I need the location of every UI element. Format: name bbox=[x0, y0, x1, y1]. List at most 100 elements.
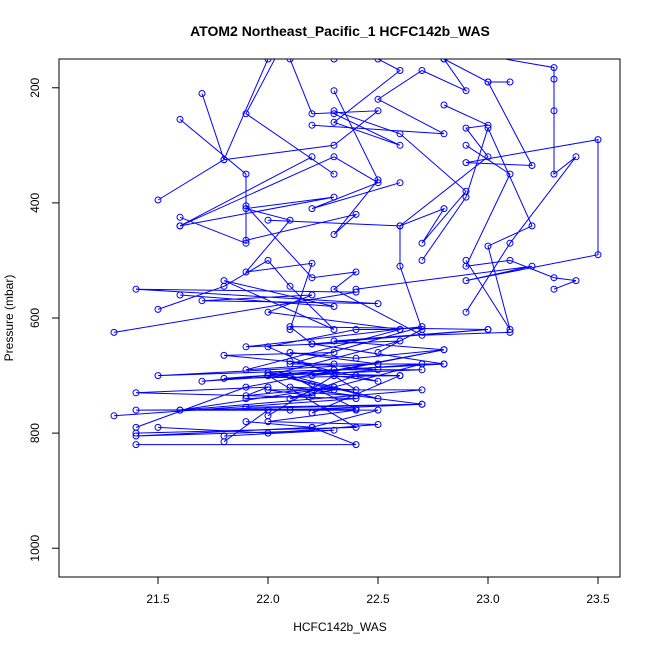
data-point bbox=[308, 409, 316, 417]
data-point bbox=[154, 423, 162, 431]
data-point bbox=[242, 343, 250, 351]
data-point bbox=[352, 354, 360, 362]
series-line bbox=[179, 156, 401, 227]
y-tick-label: 400 bbox=[28, 193, 42, 213]
data-point bbox=[286, 216, 294, 224]
data-point bbox=[374, 377, 382, 385]
data-point bbox=[154, 372, 162, 380]
data-point bbox=[462, 308, 470, 316]
data-point bbox=[462, 141, 470, 149]
series-line bbox=[223, 363, 423, 400]
data-point bbox=[396, 326, 404, 333]
data-point bbox=[308, 259, 316, 267]
data-point bbox=[462, 187, 470, 195]
data-point bbox=[374, 107, 382, 115]
data-point bbox=[396, 67, 404, 74]
y-tick-label: 1000 bbox=[28, 535, 42, 562]
data-point bbox=[440, 205, 448, 213]
series-line bbox=[355, 81, 599, 290]
x-tick-label: 21.5 bbox=[146, 592, 170, 606]
data-point bbox=[286, 349, 294, 356]
series-23 bbox=[242, 357, 426, 411]
data-point bbox=[418, 400, 426, 408]
data-point bbox=[352, 406, 360, 414]
data-point bbox=[330, 337, 338, 345]
data-point bbox=[550, 75, 558, 83]
data-point bbox=[594, 136, 602, 144]
series-line bbox=[421, 126, 533, 330]
data-point bbox=[264, 216, 272, 224]
data-point bbox=[242, 268, 250, 276]
series-line bbox=[135, 426, 357, 446]
x-axis: 21.5 22.0 22.5 23.0 23.5 bbox=[146, 576, 610, 606]
data-point bbox=[330, 170, 338, 178]
series-line bbox=[157, 59, 335, 201]
data-point bbox=[352, 386, 360, 394]
series-26 bbox=[286, 326, 492, 368]
data-point bbox=[396, 141, 404, 149]
data-point bbox=[462, 256, 470, 264]
y-tick-label: 200 bbox=[28, 77, 42, 97]
y-axis: 200 400 600 800 1000 bbox=[28, 77, 60, 562]
series-line bbox=[332, 59, 510, 146]
data-point bbox=[374, 421, 382, 428]
data-point bbox=[308, 274, 316, 282]
data-point bbox=[330, 141, 338, 149]
data-point bbox=[176, 115, 184, 123]
data-point bbox=[506, 239, 514, 247]
data-point bbox=[506, 78, 514, 86]
data-point bbox=[330, 87, 338, 95]
data-point bbox=[486, 59, 490, 60]
data-point bbox=[330, 372, 338, 380]
data-point bbox=[242, 383, 250, 391]
series-line bbox=[179, 389, 423, 428]
data-point bbox=[440, 346, 448, 354]
series-line bbox=[135, 349, 445, 428]
x-tick-label: 23.5 bbox=[586, 592, 610, 606]
data-point bbox=[286, 282, 294, 290]
data-point bbox=[330, 426, 338, 434]
data-point bbox=[176, 222, 184, 230]
data-point bbox=[176, 213, 184, 221]
data-point bbox=[484, 78, 492, 86]
data-point bbox=[264, 256, 272, 264]
series-line bbox=[465, 144, 577, 290]
data-point bbox=[572, 277, 580, 285]
data-point bbox=[506, 326, 514, 333]
data-point bbox=[572, 153, 580, 161]
series-line bbox=[179, 156, 335, 330]
x-tick-label: 22.0 bbox=[256, 592, 280, 606]
data-point bbox=[528, 222, 536, 230]
data-point bbox=[374, 95, 382, 103]
data-point bbox=[484, 124, 492, 132]
data-series bbox=[110, 59, 602, 449]
series-line bbox=[157, 409, 379, 434]
data-point bbox=[242, 418, 250, 426]
series-21 bbox=[352, 78, 602, 293]
data-point bbox=[484, 242, 492, 250]
data-point bbox=[528, 262, 536, 270]
series-25 bbox=[154, 406, 382, 437]
data-point bbox=[396, 337, 404, 345]
data-point bbox=[308, 380, 316, 388]
data-point bbox=[308, 340, 316, 348]
series-19 bbox=[418, 124, 536, 333]
data-point bbox=[374, 406, 382, 414]
data-point bbox=[550, 170, 558, 178]
data-point bbox=[286, 59, 294, 63]
series-9 bbox=[110, 285, 404, 336]
y-axis-label: Pressure (mbar) bbox=[2, 275, 16, 362]
data-point bbox=[352, 441, 360, 449]
data-point bbox=[374, 300, 382, 308]
series-line bbox=[201, 59, 380, 161]
data-point bbox=[264, 418, 272, 426]
data-point bbox=[418, 366, 426, 374]
x-tick-label: 23.0 bbox=[476, 592, 500, 606]
data-point bbox=[286, 383, 294, 391]
data-point bbox=[440, 101, 448, 109]
data-point bbox=[374, 349, 382, 356]
series-4 bbox=[176, 386, 426, 431]
data-point bbox=[462, 87, 470, 95]
data-point bbox=[330, 386, 338, 394]
data-point bbox=[308, 291, 316, 299]
